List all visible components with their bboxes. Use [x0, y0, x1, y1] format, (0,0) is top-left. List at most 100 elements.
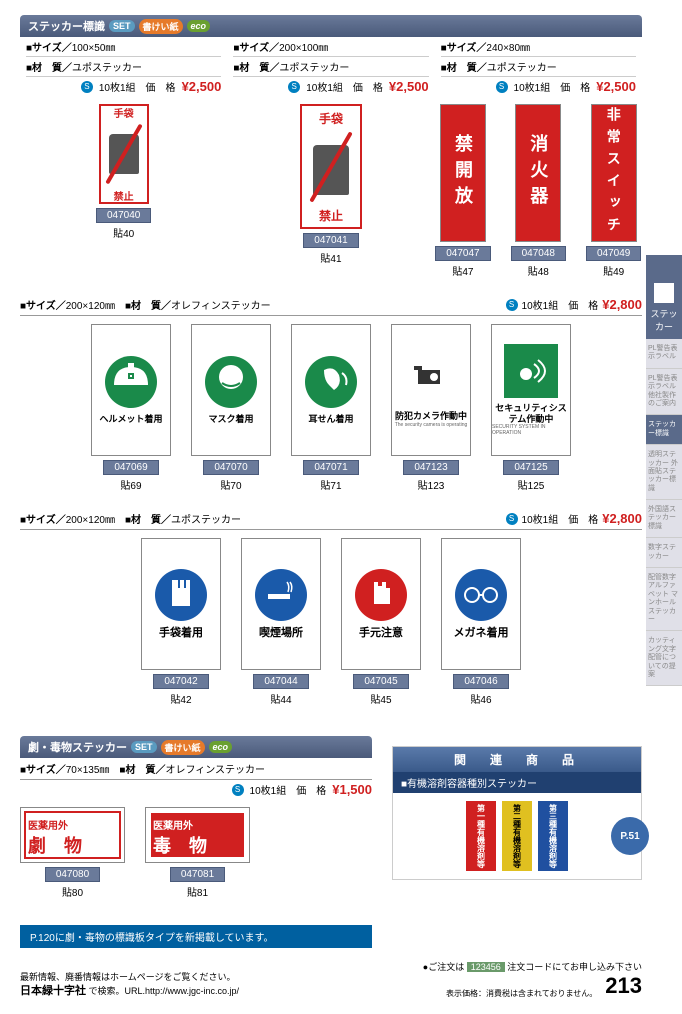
product-label: 貼125 [518, 477, 545, 492]
footer-url: で検索。URL.http://www.jgc-inc.co.jp/ [86, 986, 239, 996]
side-tab-item[interactable]: 外国語ステッカー標識 [646, 500, 682, 538]
s3-size: 200×120㎜ [66, 511, 115, 526]
product-item: 防犯カメラ作動中The security camera is operating… [391, 324, 471, 492]
product-item: 禁開放 047047 貼47 [435, 104, 490, 278]
s2-price: ¥2,800 [602, 297, 642, 312]
s1c0-mat: ユポステッカー [72, 59, 142, 74]
product-item: 非常スイッチ 047049 貼49 [586, 104, 641, 278]
product-code: 047044 [253, 674, 308, 689]
related-sub: ■有機溶剤容器種別ステッカー [393, 772, 641, 793]
info-bar: P.120に劇・毒物の標識板タイプを新掲載しています。 [20, 925, 372, 948]
side-tab-item[interactable]: ステッカー標識 [646, 415, 682, 445]
section4-title: 劇・毒物ステッカー [28, 739, 127, 755]
s1c1-mat: ユポステッカー [279, 59, 349, 74]
product-code: 047048 [511, 246, 566, 261]
sticker-icon [654, 283, 674, 303]
product-code: 047081 [170, 867, 225, 882]
s1c0-unit: 10枚1組 価 格 [99, 79, 176, 94]
side-tab-main[interactable]: ステッカー [646, 255, 682, 339]
sign-caption: セキュリティシステム作動中 [492, 403, 570, 425]
side-tab-item[interactable]: 配管数字アルファベット マンホールステッカー [646, 568, 682, 631]
product-label: 貼47 [452, 263, 473, 278]
s3-mat: ユポステッカー [171, 511, 241, 526]
product-code: 047045 [353, 674, 408, 689]
sign-caption: ヘルメット着用 [97, 414, 164, 425]
sign-caption: メガネ着用 [452, 627, 511, 640]
product-item: 手袋着用 047042 貼42 [141, 538, 221, 706]
related-header: 関 連 商 品 [393, 747, 641, 772]
sign-line1: 医薬用外 [153, 817, 242, 832]
badge-eco: eco [187, 20, 211, 32]
product-code: 047046 [453, 674, 508, 689]
product-label: 貼40 [113, 225, 134, 240]
s1c2-unit: 10枚1組 価 格 [514, 79, 591, 94]
product-item: 医薬用外 毒 物 047081 貼81 [145, 807, 250, 899]
section1-title: ステッカー標識 [28, 18, 105, 34]
product-item: 消火器 047048 貼48 [511, 104, 566, 278]
page-number: 213 [605, 973, 642, 999]
s2-unit: 10枚1組 価 格 [522, 297, 599, 312]
solvent-sticker: 第一種有機溶剤等 [466, 801, 496, 871]
product-code: 047042 [153, 674, 208, 689]
product-code: 047049 [586, 246, 641, 261]
product-label: 貼71 [320, 477, 341, 492]
product-item: マスク着用 047070 貼70 [191, 324, 271, 492]
product-label: 貼45 [370, 691, 391, 706]
sign-caption: 防犯カメラ作動中 [393, 411, 469, 422]
product-code: 047069 [103, 460, 158, 475]
section1-specs: ■サイズ／100×50㎜ ■材 質／ユポステッカー S10枚1組 価 格¥2,5… [20, 37, 642, 96]
product-label: 貼70 [220, 477, 241, 492]
product-item: 医薬用外 劇 物 047080 貼80 [20, 807, 125, 899]
s4-price: ¥1,500 [332, 782, 372, 797]
product-item: 手袋 禁止 047041 貼41 [300, 104, 362, 278]
product-item: ヘルメット着用 047069 貼69 [91, 324, 171, 492]
s1c1-unit: 10枚1組 価 格 [306, 79, 383, 94]
order-code-sample: 123456 [467, 962, 505, 972]
product-item: 手袋 禁止 047040 貼40 [96, 104, 151, 278]
s1c0-price: ¥2,500 [182, 79, 222, 94]
side-tab-item[interactable]: 数字ステッカー [646, 538, 682, 568]
mask-icon [204, 355, 258, 414]
s1c2-price: ¥2,500 [596, 79, 636, 94]
s2-mat: オレフィンステッカー [171, 297, 271, 312]
section2-spec-bar: ■サイズ／200×120㎜ ■材 質／オレフィンステッカー S10枚1組 価 格… [20, 294, 642, 316]
sign-text-bot: 禁止 [319, 207, 343, 224]
s1c2-mat: ユポステッカー [487, 59, 557, 74]
badge-eco: eco [209, 741, 233, 753]
side-tab-item[interactable]: カッティング文字 配管についての提案 [646, 631, 682, 686]
side-tab-item[interactable]: 透明ステッカー 外面貼ステッカー標識 [646, 445, 682, 500]
s3-price: ¥2,800 [602, 511, 642, 526]
badge-paper: 書けい紙 [161, 740, 205, 755]
section3-spec-bar: ■サイズ／200×120㎜ ■材 質／ユポステッカー S10枚1組 価 格 ¥2… [20, 508, 642, 530]
footer-order-suffix: 注文コードにてお申し込み下さい [505, 962, 642, 972]
sign-caption: 手袋着用 [157, 627, 205, 640]
side-tab-item[interactable]: PL警告表示ラベル [646, 339, 682, 369]
side-tab-item[interactable]: PL警告表示ラベル 他社製作のご案内 [646, 369, 682, 416]
s3-unit: 10枚1組 価 格 [522, 511, 599, 526]
sign-caption: 喫煙場所 [257, 627, 305, 640]
product-label: 貼80 [62, 884, 83, 899]
side-tab-main-label: ステッカー [650, 309, 677, 332]
badge-set: SET [131, 741, 157, 753]
product-code: 047047 [435, 246, 490, 261]
footer-note1: 最新情報、廃番情報はホームページをご覧ください。 [20, 971, 239, 984]
sign-text-top: 手袋 [114, 105, 134, 120]
product-label: 貼41 [320, 250, 341, 265]
glasses-icon [454, 568, 508, 627]
s1c2-size: 240×80㎜ [486, 39, 530, 54]
product-item: 耳せん着用 047071 貼71 [291, 324, 371, 492]
solvent-sticker: 第三種有機溶剤等 [538, 801, 568, 871]
hand-icon [354, 568, 408, 627]
product-label: 貼48 [528, 263, 549, 278]
footer-order-prefix: ●ご注文は [423, 962, 467, 972]
sign-caption: マスク着用 [206, 414, 255, 425]
badge-set: SET [109, 20, 135, 32]
product-code: 047123 [403, 460, 458, 475]
section1-header: ステッカー標識 SET 書けい紙 eco [20, 15, 642, 37]
side-nav: ステッカー PL警告表示ラベルPL警告表示ラベル 他社製作のご案内ステッカー標識… [646, 255, 682, 686]
s4-size: 70×135㎜ [66, 761, 110, 776]
security-icon [504, 344, 558, 403]
earplug-icon [304, 355, 358, 414]
smoking-icon [254, 568, 308, 627]
section4-header: 劇・毒物ステッカー SET 書けい紙 eco [20, 736, 372, 758]
